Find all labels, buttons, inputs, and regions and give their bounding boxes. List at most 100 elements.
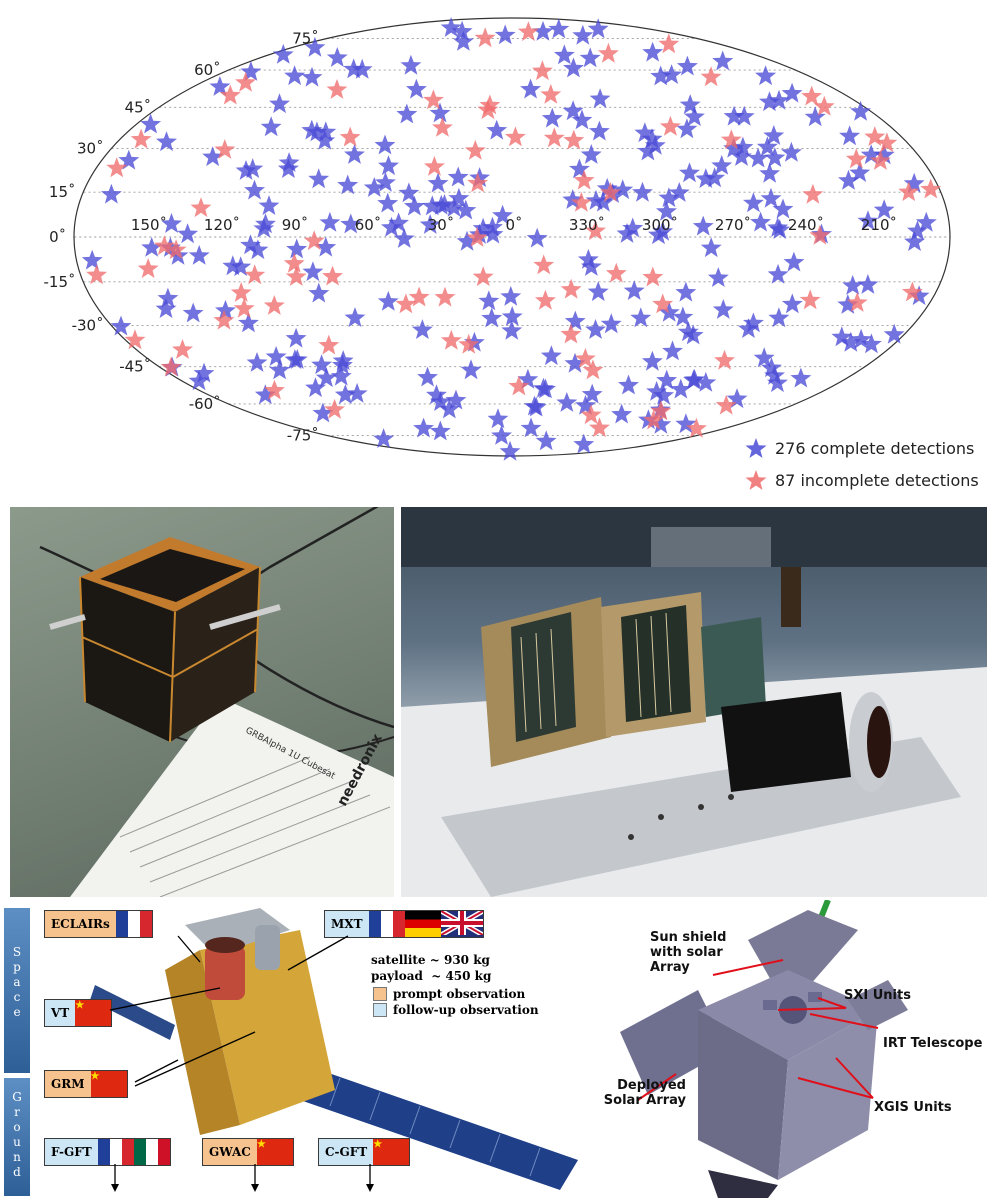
complete-detection-star	[623, 280, 645, 300]
complete-detection-star	[311, 354, 333, 375]
complete-detection-star	[768, 307, 790, 328]
complete-detection-star	[677, 321, 699, 342]
complete-detection-star	[155, 298, 177, 318]
latitude-tick-label: -60˚	[189, 395, 221, 413]
complete-detection-star	[110, 315, 132, 336]
incomplete-detection-star	[467, 172, 489, 193]
complete-detection-star	[286, 238, 308, 259]
complete-detection-star	[837, 294, 859, 314]
complete-detection-star	[579, 47, 601, 68]
complete-detection-star	[611, 403, 633, 424]
complete-detection-star	[240, 61, 262, 81]
incomplete-detection-star	[809, 224, 831, 245]
complete-detection-star	[569, 158, 590, 179]
complete-detection-star	[650, 65, 672, 86]
complete-detection-star	[193, 362, 215, 383]
complete-detection-star	[668, 182, 690, 202]
complete-detection-star	[548, 18, 570, 39]
complete-detection-star	[258, 195, 280, 215]
key-swatch-follow-up	[373, 1003, 387, 1017]
complete-detection-star	[526, 227, 548, 248]
complete-detection-star	[520, 417, 542, 438]
complete-detection-star	[478, 290, 500, 311]
incomplete-detection-star	[423, 89, 444, 110]
complete-detection-star	[456, 230, 478, 251]
complete-detection-star	[790, 367, 812, 388]
complete-detection-star	[326, 47, 348, 67]
incomplete-detection-star	[154, 235, 175, 256]
key-follow-up: follow-up observation	[373, 1002, 539, 1018]
legend: 276 complete detections 87 incomplete de…	[745, 438, 979, 490]
complete-detection-star	[272, 43, 294, 64]
incomplete-detection-star	[533, 254, 555, 275]
legend-marker-incomplete	[745, 470, 767, 490]
complete-detection-star	[388, 212, 409, 233]
complete-detection-star	[759, 91, 780, 112]
incomplete-detection-star	[235, 71, 256, 92]
incomplete-detection-star	[283, 252, 305, 273]
complete-detection-star	[177, 223, 199, 244]
complete-detection-star	[562, 189, 584, 209]
complete-detection-star	[679, 94, 701, 114]
key-label-prompt: prompt observation	[393, 987, 526, 1001]
complete-detection-star	[447, 166, 469, 187]
complete-detection-star	[541, 107, 563, 128]
incomplete-detection-star	[408, 286, 430, 307]
complete-detection-star	[157, 287, 179, 308]
complete-detection-star	[491, 424, 512, 445]
complete-detection-star	[577, 248, 599, 269]
complete-detection-star	[301, 119, 323, 140]
complete-detection-star	[760, 187, 782, 208]
complete-detection-star	[772, 198, 794, 219]
instrument-label-f-gft: F-GFT	[44, 1138, 171, 1166]
china-flag-icon: ★	[90, 1071, 127, 1097]
incomplete-detection-star	[846, 292, 868, 312]
complete-detection-star	[269, 359, 291, 380]
complete-detection-star	[632, 181, 653, 202]
mexico-flag-icon	[133, 1139, 170, 1165]
incomplete-detection-star	[466, 227, 488, 247]
longitude-tick-label: 210˚	[861, 216, 897, 234]
incomplete-detection-star	[700, 66, 722, 87]
complete-detection-star	[904, 231, 925, 251]
incomplete-detection-star	[715, 394, 737, 415]
instrument-name: F-GFT	[51, 1145, 92, 1159]
complete-detection-star	[763, 125, 785, 145]
complete-detection-star	[247, 239, 269, 260]
incomplete-detection-star	[573, 169, 595, 190]
complete-detection-star	[235, 160, 257, 180]
complete-detection-star	[750, 211, 771, 232]
complete-detection-star	[520, 78, 541, 99]
incomplete-detection-star	[264, 379, 285, 400]
incomplete-detection-star	[582, 359, 604, 380]
complete-detection-star	[460, 359, 482, 380]
incomplete-detection-star	[714, 349, 735, 370]
instrument-name: GRM	[51, 1077, 85, 1091]
incomplete-detection-star	[845, 148, 867, 169]
incomplete-detection-star	[434, 286, 456, 307]
complete-detection-star	[915, 211, 937, 232]
complete-detection-star	[575, 394, 596, 415]
label-deployed-solar-array: Deployed Solar Array	[603, 1078, 686, 1108]
latitude-tick-label: 30˚	[77, 140, 104, 158]
incomplete-detection-star	[318, 334, 340, 355]
complete-detection-star	[413, 417, 434, 438]
complete-detection-star	[733, 105, 755, 126]
complete-detection-star	[769, 219, 791, 239]
complete-detection-star	[571, 109, 593, 130]
incomplete-detection-star	[869, 150, 891, 170]
complete-detection-star	[406, 78, 427, 99]
complete-detection-star	[419, 214, 441, 234]
complete-detection-star	[421, 195, 443, 216]
theseus-spacecraft-panel: Sun shield with solar Array SXI Units IR…	[578, 900, 995, 1198]
complete-detection-star	[732, 136, 754, 157]
complete-detection-star	[857, 210, 879, 231]
complete-detection-star	[487, 408, 509, 429]
incomplete-detection-star	[813, 95, 835, 116]
complete-detection-star	[581, 383, 603, 404]
france-flag-icon	[368, 911, 405, 937]
mass-stats: satellite ~ 930 kg payload ~ 450 kg	[371, 952, 491, 984]
instrument-name: C-GFT	[325, 1145, 368, 1159]
longitude-tick-label: 60˚	[355, 216, 382, 234]
complete-detection-star	[438, 398, 460, 419]
